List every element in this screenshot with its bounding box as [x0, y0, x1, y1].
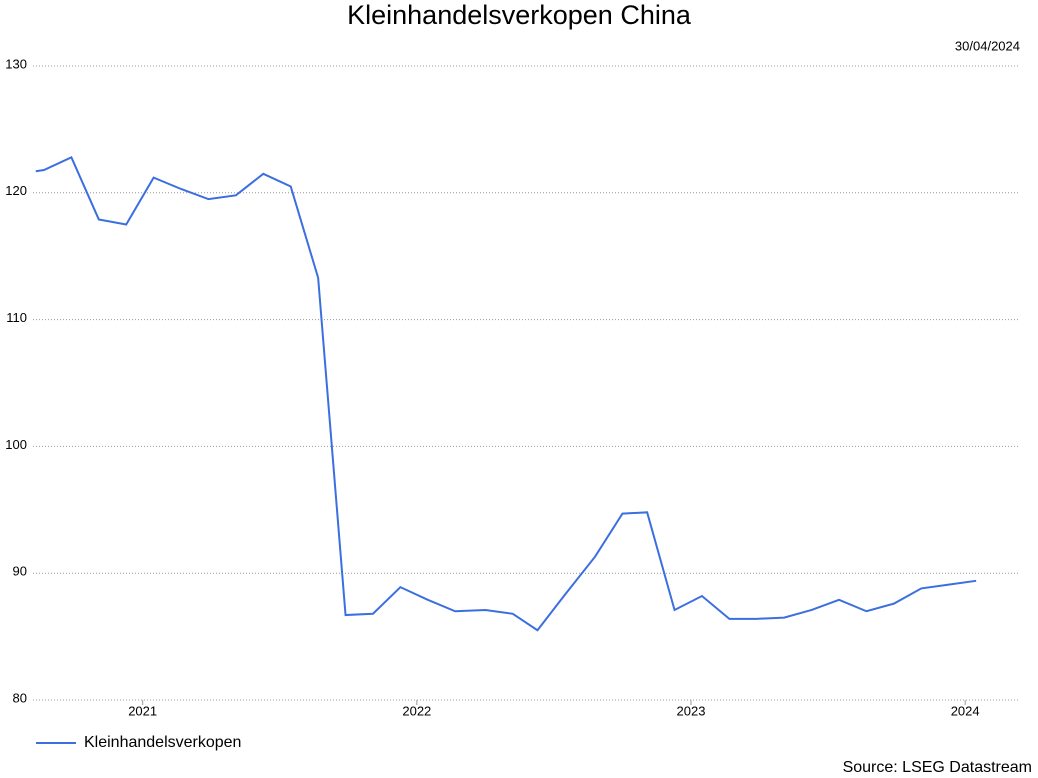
- x-tick-label: 2024: [951, 703, 980, 718]
- y-tick-label: 130: [5, 56, 27, 71]
- source: Source: LSEG Datastream: [843, 759, 1032, 776]
- legend-label: Kleinhandelsverkopen: [84, 734, 241, 751]
- chart-title: Kleinhandelsverkopen China: [347, 0, 692, 30]
- y-tick-label: 80: [13, 690, 27, 705]
- y-tick-label: 90: [13, 564, 27, 579]
- x-tick-label: 2022: [402, 703, 431, 718]
- x-tick-label: 2023: [677, 703, 706, 718]
- y-tick-label: 100: [5, 437, 27, 452]
- y-tick-label: 120: [5, 183, 27, 198]
- chart-date: 30/04/2024: [955, 38, 1020, 53]
- data-line: [35, 155, 977, 632]
- y-tick-label: 110: [6, 310, 27, 325]
- x-tick-label: 2021: [128, 703, 157, 718]
